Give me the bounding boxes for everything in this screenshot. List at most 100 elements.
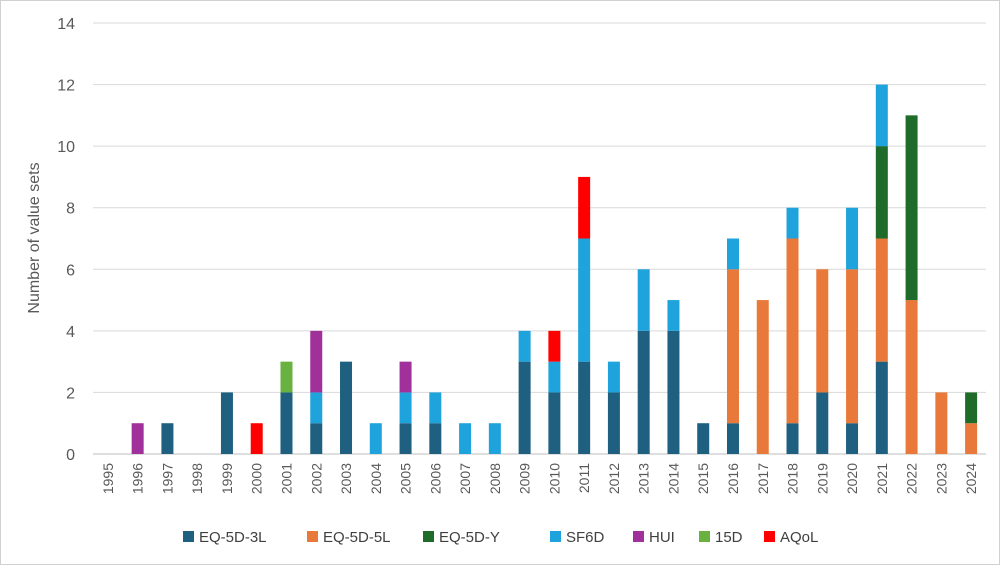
bar-segment-eq-5d-3l xyxy=(161,423,174,454)
bar-segment-hui xyxy=(310,330,323,393)
legend-label: SF6D xyxy=(566,529,605,546)
legend-swatch xyxy=(550,531,561,542)
x-tick-label: 2009 xyxy=(517,463,533,494)
x-tick-label: 1999 xyxy=(219,463,235,494)
legend-label: AQoL xyxy=(780,529,818,546)
x-tick-label: 2011 xyxy=(576,463,592,493)
bar-segment-eq-5d-5l xyxy=(905,300,918,454)
bar-segment-sf6d xyxy=(637,269,650,331)
y-tick-label: 14 xyxy=(57,16,75,33)
bar-segment-eq-5d-3l xyxy=(310,423,323,454)
bar-segment-aqol xyxy=(548,330,561,362)
bar-segment-sf6d xyxy=(786,207,799,239)
bar-segment-eq-5d-5l xyxy=(935,392,948,454)
bar-segment-eq-5d-3l xyxy=(786,423,799,454)
bar-segment-eq-5d-3l xyxy=(578,361,591,454)
bar-segment-eq-5d-3l xyxy=(697,423,710,454)
x-tick-label: 2002 xyxy=(308,463,324,494)
bar-segment-sf6d xyxy=(667,300,680,331)
legend-swatch xyxy=(633,531,644,542)
y-tick-label: 2 xyxy=(66,385,75,402)
bar-segment-eq-5d-3l xyxy=(220,392,233,454)
bar-segment-eq-5d-5l xyxy=(875,238,888,362)
bars xyxy=(131,84,978,454)
y-axis-label: Number of value sets xyxy=(26,162,43,313)
bar-segment-eq-5d-5l xyxy=(816,269,829,393)
y-tick-label: 0 xyxy=(66,447,75,464)
y-tick-label: 8 xyxy=(66,201,75,218)
y-tick-label: 12 xyxy=(57,78,75,95)
x-tick-label: 2024 xyxy=(963,463,979,494)
bar-segment-eq-5d-3l xyxy=(399,423,412,454)
x-tick-label: 2015 xyxy=(695,463,711,494)
bar-segment-eq-5d-5l xyxy=(786,238,799,424)
bar-segment-eq-5d-3l xyxy=(607,392,620,454)
bar-segment-eq-5d-3l xyxy=(548,392,561,454)
bar-segment-eq-5d-3l xyxy=(280,392,293,454)
x-tick-label: 2004 xyxy=(368,463,384,494)
x-tick-label: 2014 xyxy=(665,463,681,494)
x-tick-label: 2017 xyxy=(755,463,771,494)
bar-segment-sf6d xyxy=(518,330,531,362)
bar-segment-sf6d xyxy=(310,392,323,424)
bar-segment-eq-5d-y xyxy=(905,115,918,301)
x-tick-label: 2018 xyxy=(785,463,801,494)
bar-segment-15d xyxy=(280,361,293,393)
bar-segment-sf6d xyxy=(488,423,501,454)
legend-swatch xyxy=(183,531,194,542)
legend-item-15d: 15D xyxy=(699,529,743,546)
x-tick-label: 2023 xyxy=(933,463,949,494)
bar-segment-sf6d xyxy=(875,84,888,147)
legend-swatch xyxy=(423,531,434,542)
bar-segment-eq-5d-3l xyxy=(429,423,442,454)
bar-segment-eq-5d-3l xyxy=(875,361,888,454)
bar-segment-eq-5d-5l xyxy=(846,269,859,424)
bar-segment-eq-5d-5l xyxy=(965,423,978,454)
x-tick-label: 2006 xyxy=(427,463,443,494)
y-tick-label: 6 xyxy=(66,262,75,279)
gridlines xyxy=(93,22,986,455)
bar-segment-sf6d xyxy=(607,361,620,393)
x-tick-label: 1997 xyxy=(159,463,175,494)
y-tick-label: 4 xyxy=(66,324,75,341)
x-tick-label: 2012 xyxy=(606,463,622,494)
legend-label: HUI xyxy=(649,529,675,546)
legend-label: EQ-5D-Y xyxy=(439,529,500,546)
legend-item-sf6d: SF6D xyxy=(550,529,605,546)
x-tick-label: 2016 xyxy=(725,463,741,494)
legend-label: 15D xyxy=(715,529,743,546)
legend: EQ-5D-3L EQ-5D-5L EQ-5D-Y SF6D HUI 15D AQoL xyxy=(183,529,818,546)
bar-segment-sf6d xyxy=(726,238,739,270)
y-tick-labels: 0 2 4 6 8 10 12 14 xyxy=(57,16,75,464)
x-tick-label: 1996 xyxy=(130,463,146,494)
legend-item-eq-5d-5l: EQ-5D-5L xyxy=(307,529,391,546)
bar-segment-sf6d xyxy=(459,423,472,454)
bar-segment-eq-5d-3l xyxy=(667,330,680,454)
x-tick-label: 1998 xyxy=(189,463,205,494)
legend-item-eq-5d-y: EQ-5D-Y xyxy=(423,529,500,546)
legend-label: EQ-5D-3L xyxy=(199,529,267,546)
bar-segment-aqol xyxy=(250,423,263,454)
legend-swatch xyxy=(699,531,710,542)
x-tick-label: 2019 xyxy=(814,463,830,494)
x-tick-label: 2020 xyxy=(844,463,860,494)
bar-segment-sf6d xyxy=(548,361,561,393)
bar-segment-eq-5d-3l xyxy=(846,423,859,454)
legend-item-aqol: AQoL xyxy=(764,529,818,546)
x-tick-label: 2021 xyxy=(874,463,890,494)
x-tick-label: 2013 xyxy=(636,463,652,494)
x-tick-label: 2007 xyxy=(457,463,473,494)
bar-segment-aqol xyxy=(578,176,591,239)
bar-segment-eq-5d-3l xyxy=(340,361,353,454)
x-tick-label: 2022 xyxy=(904,463,920,494)
x-tick-labels: 1995 1996 1997 1998 1999 2000 2001 2002 2003 2004… xyxy=(100,463,979,494)
bar-segment-eq-5d-3l xyxy=(637,330,650,454)
bar-segment-eq-5d-y xyxy=(965,392,978,424)
bar-segment-sf6d xyxy=(369,423,382,454)
legend-label: EQ-5D-5L xyxy=(323,529,391,546)
bar-segment-eq-5d-5l xyxy=(726,269,739,424)
legend-item-hui: HUI xyxy=(633,529,675,546)
x-tick-label: 2003 xyxy=(338,463,354,494)
